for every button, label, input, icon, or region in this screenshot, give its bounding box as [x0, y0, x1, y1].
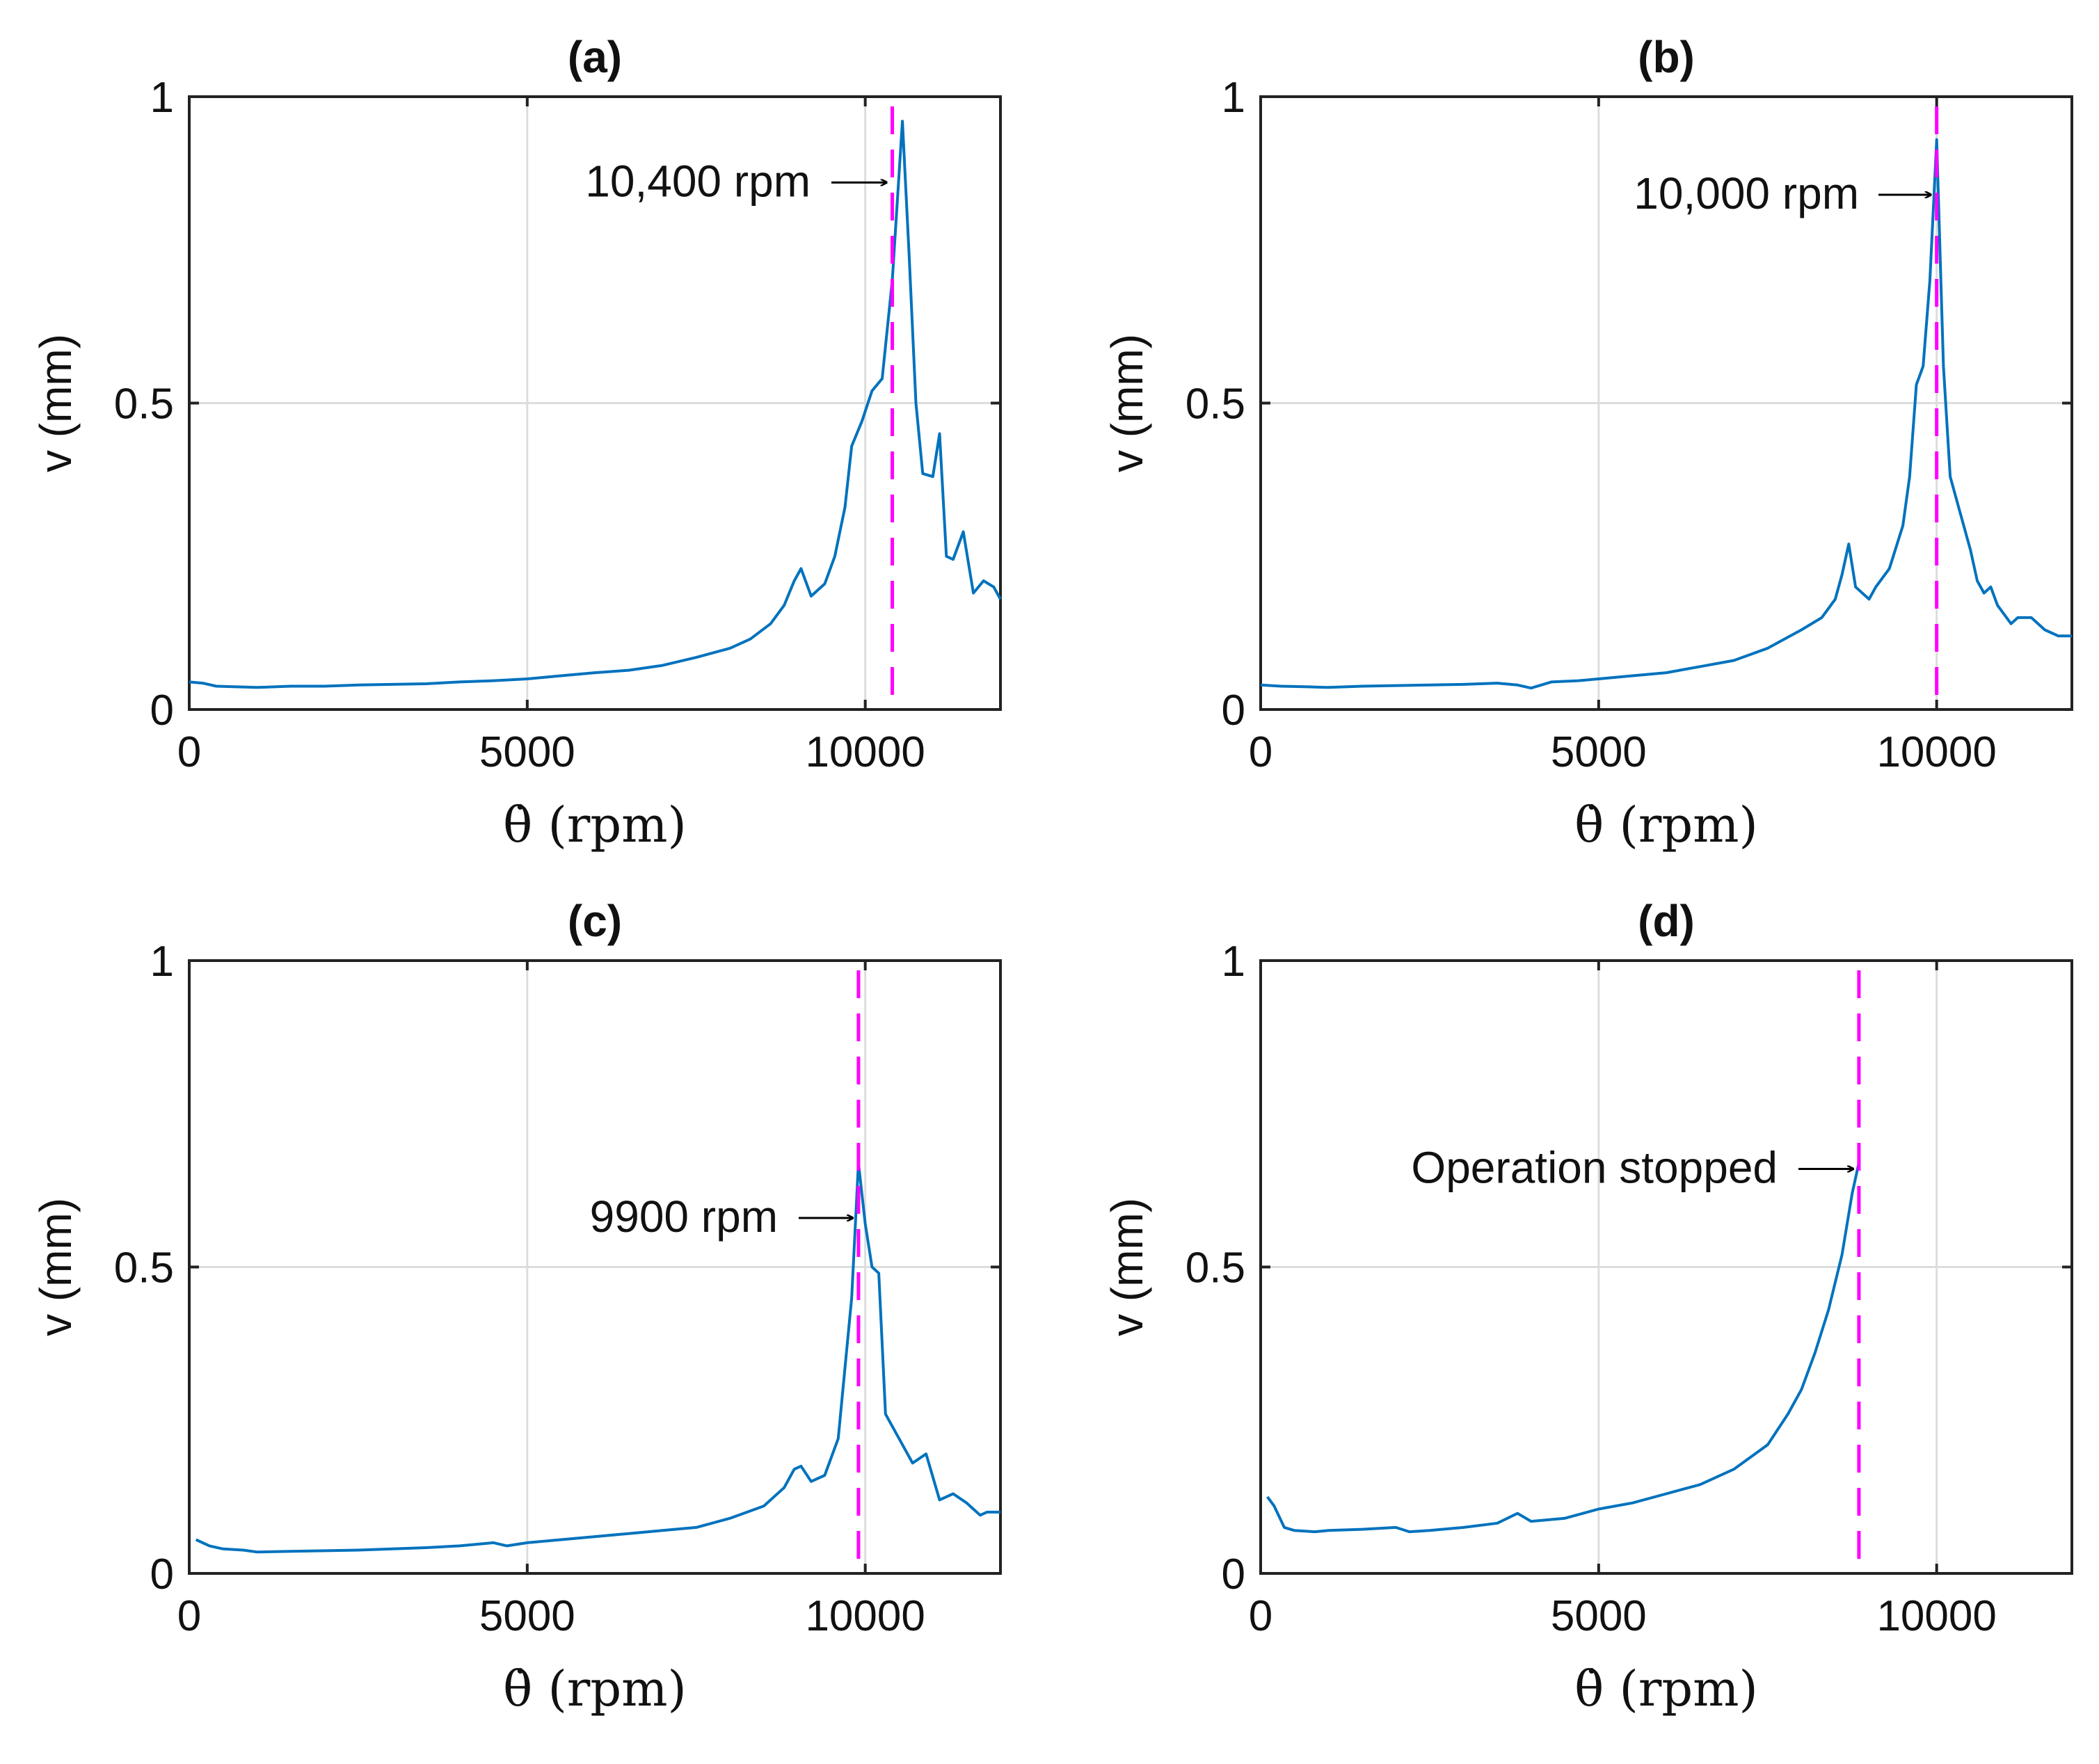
panel-d-xtick-0: 0 — [1249, 1592, 1272, 1640]
panel-c-series-line — [195, 1161, 1000, 1554]
panel-d-xlabel: θ̇ (rpm) — [1574, 1660, 1758, 1717]
panel-d-xtick-1: 5000 — [1551, 1592, 1647, 1640]
panel-d-ytick-2: 1 — [1222, 938, 1245, 986]
panel-d-title: (d) — [1638, 896, 1695, 946]
panel-d-ytick-1: 0.5 — [1186, 1244, 1245, 1292]
panel-a-series-line — [189, 120, 1002, 689]
panel-c-annotation: 9900 rpm — [590, 1192, 778, 1242]
panel-c-xtick-2: 10000 — [805, 1592, 925, 1640]
panel-a-xlabel: θ̇ (rpm) — [503, 796, 687, 853]
panel-b-ytick-1: 0.5 — [1186, 380, 1245, 428]
panel-b-title: (b) — [1638, 32, 1695, 82]
panel-c-xlabel: θ̇ (rpm) — [503, 1660, 687, 1717]
panel-b-xtick-1: 5000 — [1551, 728, 1647, 776]
panel-c-xtick-1: 5000 — [479, 1592, 575, 1640]
panel-b-ytick-2: 1 — [1222, 74, 1245, 122]
panel-b-xlabel: θ̇ (rpm) — [1574, 796, 1758, 853]
panel-b: (b) 0 5000 10000 0 0.5 1 θ̇ (rpm) v (mm)… — [1102, 32, 2073, 853]
panel-b-annotation: 10,000 rpm — [1634, 168, 1859, 218]
panel-c-title: (c) — [568, 896, 622, 946]
panel-a-annotation: 10,400 rpm — [585, 156, 811, 206]
panel-c-xtick-0: 0 — [177, 1592, 201, 1640]
panel-a: (a) 0 5000 10000 0 0.5 1 θ̇ (rpm) v (mm)… — [31, 32, 1002, 853]
panel-a-ytick-1: 0.5 — [114, 380, 174, 428]
panel-d-ticks — [1259, 959, 2072, 1575]
panel-a-xtick-1: 5000 — [479, 728, 575, 776]
panel-c-ytick-0: 0 — [150, 1550, 174, 1598]
panel-d-ytick-0: 0 — [1222, 1550, 1245, 1598]
panel-a-xtick-2: 10000 — [805, 728, 925, 776]
panel-a-xtick-0: 0 — [177, 728, 201, 776]
panel-c-ticks — [188, 959, 1000, 1575]
panel-b-xtick-0: 0 — [1249, 728, 1272, 776]
panel-a-gridlines — [189, 97, 1000, 709]
panel-c-ytick-1: 0.5 — [114, 1244, 174, 1292]
panel-d-gridlines — [1261, 961, 2072, 1573]
panel-c-ytick-2: 1 — [150, 938, 174, 986]
panel-c: (c) 0 5000 10000 0 0.5 1 θ̇ (rpm) v (mm)… — [31, 896, 1002, 1717]
panel-d-ylabel: v (mm) — [1102, 1198, 1152, 1336]
panel-b-ylabel: v (mm) — [1102, 334, 1152, 472]
panel-d: (d) 0 5000 10000 0 0.5 1 θ̇ (rpm) v (mm)… — [1102, 896, 2073, 1717]
panel-a-ytick-0: 0 — [150, 687, 174, 735]
panel-c-ylabel: v (mm) — [31, 1198, 81, 1336]
panel-d-series-line — [1266, 1162, 1860, 1534]
panel-a-ylabel: v (mm) — [31, 334, 81, 472]
panel-b-series-line — [1260, 138, 2072, 690]
panel-c-gridlines — [189, 961, 1000, 1573]
panel-b-ytick-0: 0 — [1222, 687, 1245, 735]
panel-a-title: (a) — [568, 32, 622, 82]
panel-d-annotation: Operation stopped — [1411, 1143, 1778, 1193]
panel-a-ticks — [188, 95, 1000, 711]
panel-b-ticks — [1259, 95, 2072, 711]
panel-a-ytick-2: 1 — [150, 74, 174, 122]
panel-d-xtick-2: 10000 — [1876, 1592, 1996, 1640]
panel-b-xtick-2: 10000 — [1876, 728, 1996, 776]
